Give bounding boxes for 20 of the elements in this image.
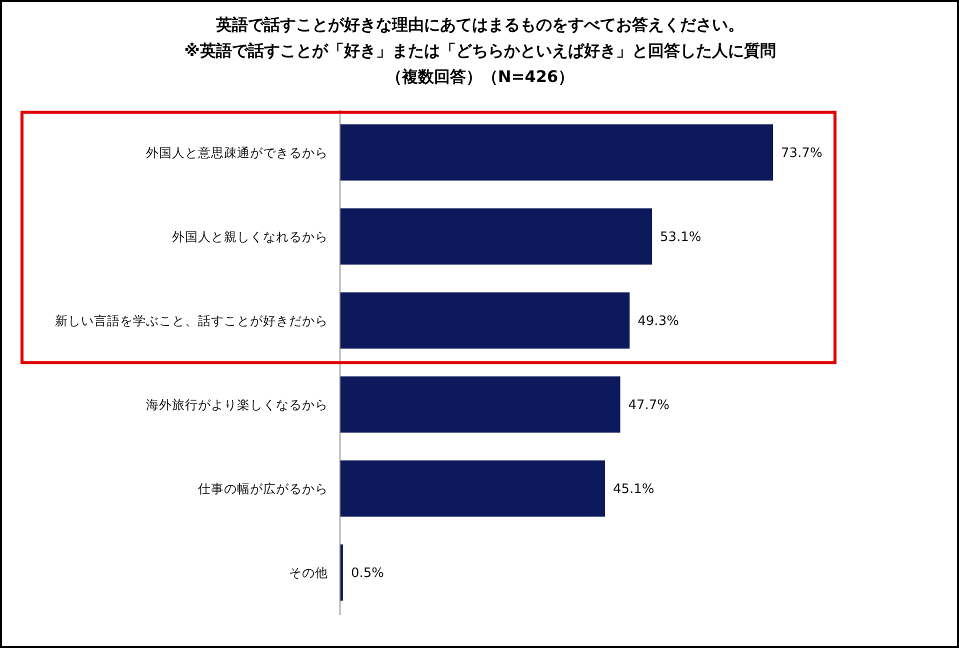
y-tick-label: 外国人と親しくなれるから (172, 228, 328, 244)
data-label: 53.1% (660, 230, 702, 246)
bar (340, 376, 620, 433)
data-label: 45.1% (612, 482, 654, 498)
y-tick-label: 新しい言語を学ぶこと、話すことが好きだから (55, 312, 328, 328)
y-tick-label: 海外旅行がより楽しくなるから (146, 396, 328, 412)
data-label: 0.5% (350, 566, 384, 582)
y-tick-label: その他 (289, 564, 328, 580)
data-label: 49.3% (638, 314, 679, 330)
bar (340, 124, 773, 181)
bar (340, 292, 630, 349)
chart-subtitle: ※英語で話すことが「好き」または「どちらかといえば好き」と回答した人に質問 (184, 41, 776, 60)
text: （複数回答）（N=426） (386, 67, 574, 86)
data-label: 73.7% (781, 146, 822, 161)
chart-title: 英語で話すことが好きな理由にあてはまるものをすべてお答えください。 (215, 15, 744, 34)
data-label: 47.7% (628, 398, 670, 414)
bar (340, 208, 652, 265)
y-tick-label: 仕事の幅が広がるから (197, 480, 328, 496)
y-tick-label: 外国人と意思疎通ができるから (146, 144, 328, 160)
bar (340, 460, 605, 517)
